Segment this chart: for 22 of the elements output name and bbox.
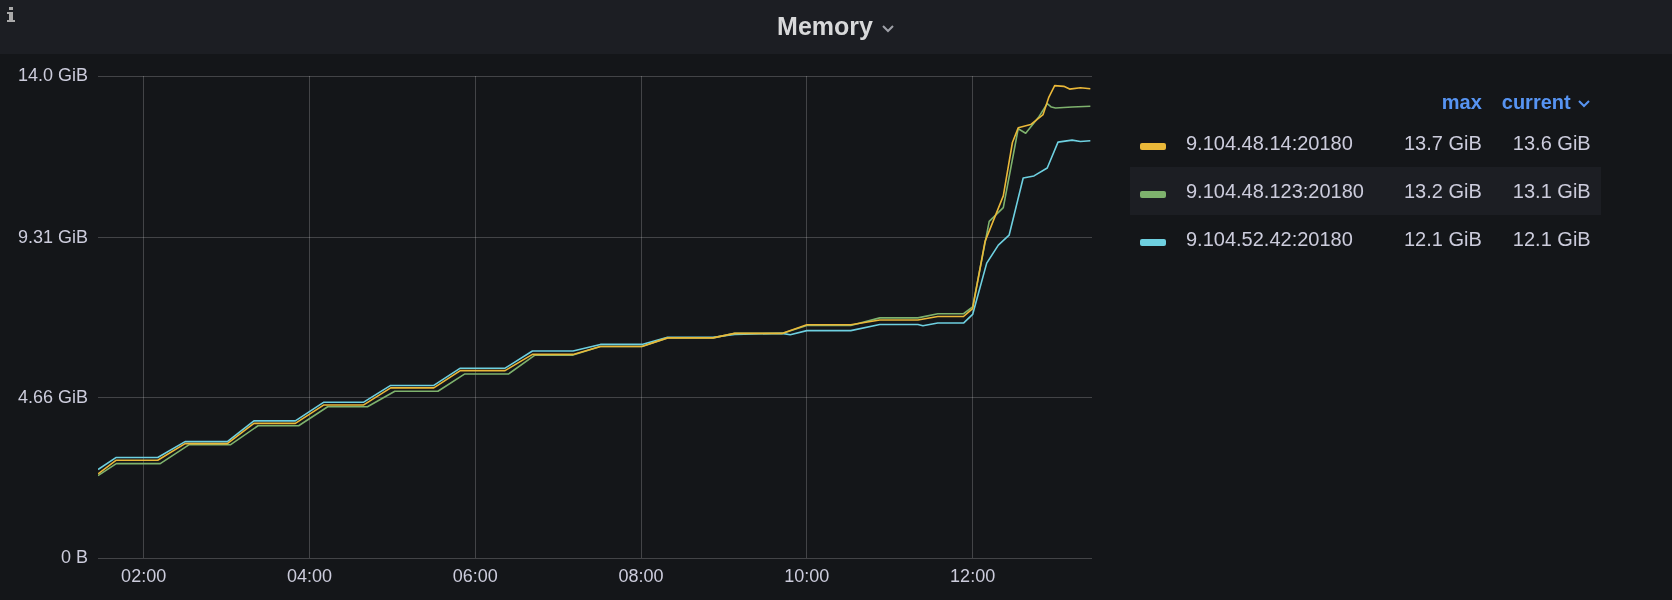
chart-title: Memory <box>777 12 873 40</box>
x-tick-label: 02:00 <box>121 566 167 587</box>
text: 12.1 GiB <box>1402 226 1483 252</box>
y-tick-label: 0 B <box>61 547 89 568</box>
legend-label: 9.104.48.123:20180 <box>1185 178 1365 204</box>
text: max <box>1440 89 1483 115</box>
x-tick-label: 08:00 <box>618 566 664 587</box>
text: 13.1 GiB <box>1511 178 1592 204</box>
text: 12.1 GiB <box>1511 226 1592 252</box>
y-tick-label: 9.31 GiB <box>17 226 89 247</box>
x-tick-label: 04:00 <box>286 566 332 587</box>
text: 13.6 GiB <box>1511 130 1592 156</box>
text: current <box>1500 89 1572 115</box>
legend-label: 9.104.48.14:20180 <box>1185 130 1354 156</box>
x-tick-label: 10:00 <box>784 566 830 587</box>
text: 13.7 GiB <box>1402 130 1483 156</box>
x-tick-label: 06:00 <box>452 566 498 587</box>
legend-label: 9.104.52.42:20180 <box>1185 226 1354 252</box>
y-tick-label: 4.66 GiB <box>17 386 89 407</box>
x-tick-label: 12:00 <box>950 566 996 587</box>
y-tick-label: 14.0 GiB <box>17 64 89 85</box>
text: 13.2 GiB <box>1402 178 1483 204</box>
